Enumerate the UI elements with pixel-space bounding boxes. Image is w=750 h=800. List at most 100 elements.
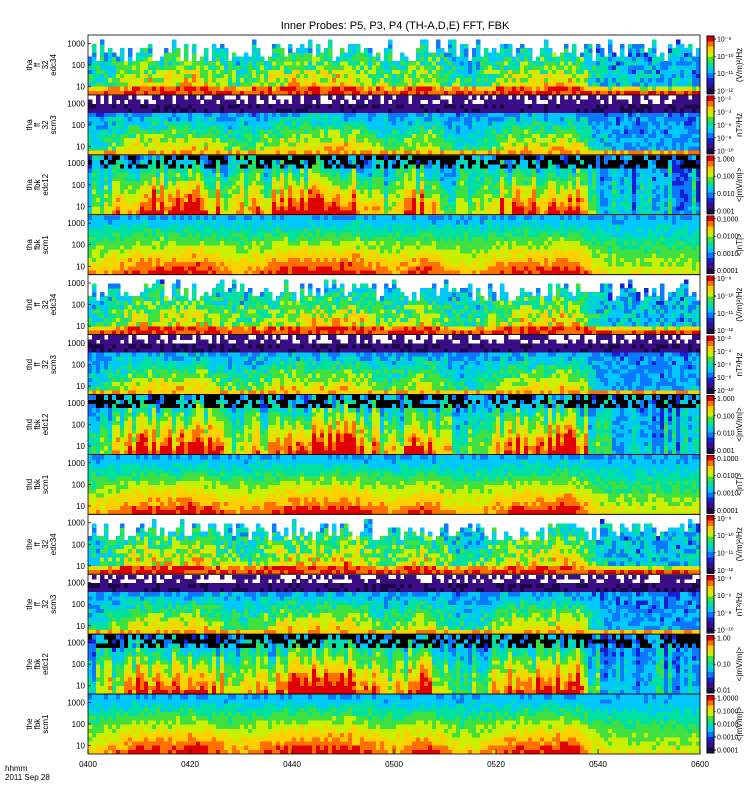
y-tick-label: 10 [76, 142, 85, 151]
colorbar-tick-label: 10⁻¹² [717, 88, 734, 95]
spectrogram-thd-edc34 [88, 279, 701, 335]
y-tick-label: 1000 [67, 459, 85, 468]
colorbar-tick-label: 0.0100 [717, 234, 739, 241]
panel-label: the [25, 538, 34, 550]
panel-label: 32 [41, 120, 50, 129]
colorbar-tick-label: 10⁻¹⁰ [717, 147, 734, 155]
y-tick-label: 10 [76, 322, 85, 331]
colorbar-tick-label: 0.0010 [717, 491, 739, 498]
colorbar-thd-edc12: 1.000 0.100 0.010 0.001<|mV/m|> [706, 395, 744, 455]
y-tick-label: 1000 [67, 219, 85, 228]
colorbar-tick-label: 10⁻⁶ [717, 122, 731, 129]
colorbar-tick-label: 10⁻⁶ [717, 362, 731, 369]
y-tick-label: 1000 [67, 639, 85, 648]
panel-thd-scm1: 1000 100 10 thd fbk scm1 0.1000 0.0100 0.0010 0.0… [25, 454, 744, 515]
y-tick-label: 1000 [67, 99, 85, 108]
panel-label: scm1 [41, 474, 50, 494]
colorbar-tick-label: 0.1000 [717, 709, 739, 716]
colorbar-unit-label: (V/m)²/Hz [735, 288, 744, 322]
colorbar-tick-label: 1.000 [717, 396, 735, 403]
panel-label: 32 [41, 300, 50, 309]
panel-label: scm1 [41, 714, 50, 734]
spectrogram-the-edc12 [88, 634, 701, 695]
colorbar-tick-label: 1.00 [717, 636, 731, 643]
panel-label: edc34 [49, 293, 58, 315]
colorbar-tick-label: 10⁻¹² [717, 568, 734, 575]
panel-thd-scm3: 1000 100 10 thd ff 32 scm3 10⁻² 10⁻⁴ 10⁻⁶ 10⁻⁸ 10⁻¹… [25, 334, 744, 395]
colorbar-tick-label: 10⁻¹¹ [717, 311, 734, 318]
colorbar-unit-label: (V/m)²/Hz [735, 527, 744, 561]
panel-label: ff [33, 62, 42, 67]
panel-label: scm3 [49, 115, 58, 135]
panel-label: ff [33, 362, 42, 367]
y-tick-label: 100 [72, 301, 86, 310]
chart-title: Inner Probes: P5, P3, P4 (TH-A,D,E) FFT,… [281, 20, 510, 32]
panel-tha-edc12: 1000 100 10 tha fbk edc12 1.000 0.100 0.010 0.001… [25, 154, 744, 215]
colorbar-tick-label: 10⁻² [717, 336, 731, 343]
panel-label: fbk [33, 178, 42, 190]
y-tick-label: 10 [76, 382, 85, 391]
panel-label: fbk [33, 238, 42, 250]
colorbar-tick-label: 0.10 [717, 662, 731, 669]
panel-label: ff [33, 302, 42, 307]
panel-the-scm3: 1000 100 10 the ff 32 scm3 10⁻⁴ 10⁻⁶ 10⁻⁸ 10⁻¹⁰ nT²… [25, 573, 744, 635]
panel-thd-edc12: 1000 100 10 thd fbk edc12 1.000 0.100 0.010 0.001… [25, 394, 744, 455]
colorbar-unit-label: <|mV/m|> [735, 407, 744, 442]
panel-label: edc12 [41, 173, 50, 195]
colorbar-tick-label: 10⁻⁴ [717, 576, 732, 583]
colorbar-unit-label: nT²/Hz [735, 353, 744, 377]
colorbar-tick-label: 10⁻¹⁰ [717, 532, 734, 540]
x-tick-label: 0500 [385, 760, 403, 769]
panel-label: thd [25, 299, 34, 310]
panel-the-edc34: 1000 100 10 the ff 32 edc34 10⁻⁹ 10⁻¹⁰ 10⁻¹¹ 10⁻¹²… [25, 513, 744, 575]
y-tick-label: 10 [76, 83, 85, 92]
colorbar-tick-label: 10⁻¹⁰ [717, 292, 734, 300]
x-axis: 0400 0420 0440 0500 0520 0540 0600 [79, 749, 709, 769]
panel-label: ff [33, 541, 42, 546]
colorbar-unit-label: <|mV/m|> [735, 647, 744, 682]
colorbar-unit-label: <|nT|> [735, 473, 744, 496]
colorbar-tick-label: 10⁻¹⁰ [717, 627, 734, 635]
panel-tha-scm1: 1000 100 10 tha fbk scm1 0.1000 0.0100 0.0010 0.0… [25, 214, 744, 275]
colorbar-tick-label: 0.010 [717, 191, 735, 198]
y-tick-label: 100 [72, 181, 86, 190]
y-tick-label: 1000 [67, 159, 85, 168]
x-tick-label: 0440 [283, 760, 301, 769]
spectrogram-the-scm1 [88, 694, 701, 755]
panel-label: thd [25, 419, 34, 430]
panel-thd-edc34: 1000 100 10 thd ff 32 edc34 10⁻⁹ 10⁻¹⁰ 10⁻¹¹ 10⁻¹²… [25, 274, 744, 335]
spectrogram-thd-edc12 [88, 395, 701, 455]
panel-label: 32 [41, 599, 50, 608]
y-tick-label: 100 [72, 361, 86, 370]
spectrogram-the-edc34 [88, 519, 701, 575]
panel-label: fbk [33, 418, 42, 430]
colorbar-tick-label: 10⁻² [717, 96, 731, 103]
colorbar-tick-label: 1.0000 [717, 696, 739, 703]
spectrogram-thd-scm1 [88, 454, 701, 515]
spectrogram-tha-scm3 [88, 95, 701, 155]
y-tick-label: 10 [76, 742, 85, 751]
colorbar-tick-label: 0.1000 [717, 456, 739, 463]
colorbar-tick-label: 10⁻¹⁰ [717, 387, 734, 395]
y-tick-label: 10 [76, 502, 85, 511]
y-tick-label: 100 [72, 720, 86, 729]
colorbar-tick-label: 0.100 [717, 174, 735, 181]
colorbar-the-edc12: 1.00 0.10 0.01 <|mV/m|> [706, 634, 744, 695]
colorbar-tick-label: 0.001 [717, 448, 735, 455]
y-tick-label: 10 [76, 442, 85, 451]
x-tick-label: 0520 [487, 760, 505, 769]
panel-the-edc12: 1000 100 10 the fbk edc12 1.00 0.10 0.01 <|mV/m|> [25, 633, 744, 695]
y-tick-label: 10 [76, 682, 85, 691]
x-tick-label: 0420 [181, 760, 199, 769]
colorbar-unit-label: <|mV/m|> [735, 707, 744, 742]
panel-label: edc12 [41, 653, 50, 675]
colorbar-tha-edc34: 10⁻⁹ 10⁻¹⁰ 10⁻¹¹ 10⁻¹²(V/m)²/Hz [706, 35, 744, 95]
colorbar-the-scm1: 1.0000 0.1000 0.0100 0.0010 0.0001 <|mV/m|> [706, 694, 744, 755]
panel-tha-edc34: 1000 100 10 tha ff 32 edc34 10⁻⁹ 10⁻¹⁰ 10⁻¹¹ 10⁻¹²… [25, 34, 744, 95]
panel-label: 32 [41, 60, 50, 69]
y-tick-label: 1000 [67, 579, 85, 588]
x-tick-label: 0400 [79, 760, 97, 769]
colorbar-tick-label: 10⁻⁸ [717, 610, 731, 617]
colorbar-tha-scm3: 10⁻² 10⁻⁴ 10⁻⁶ 10⁻⁸ 10⁻¹⁰ nT²/Hz [706, 95, 744, 155]
y-tick-label: 10 [76, 262, 85, 271]
